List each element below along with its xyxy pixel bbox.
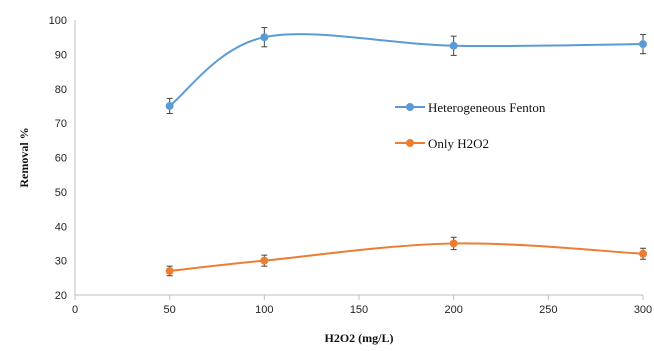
x-axis: 0 50 100 150 200 250 300 (72, 294, 652, 316)
y-tick-label: 70 (55, 118, 67, 130)
data-point-heterogeneous-fenton (449, 41, 458, 50)
legend: Heterogeneous Fenton Only H2O2 (395, 100, 546, 151)
y-axis-title: Removal % (17, 127, 31, 187)
y-tick-label: 30 (55, 256, 67, 268)
data-point-only-h2o2 (165, 266, 174, 275)
series-line-heterogeneous-fenton (169, 33, 644, 107)
legend-marker-heterogeneous-fenton (406, 103, 414, 111)
series-layer (165, 27, 647, 277)
x-tick-label: 250 (539, 304, 557, 316)
y-tick-label: 50 (55, 187, 67, 199)
data-point-only-h2o2 (639, 249, 647, 258)
legend-marker-only-h2o2 (406, 139, 414, 147)
legend-label-only-h2o2: Only H2O2 (428, 136, 489, 151)
data-point-heterogeneous-fenton (260, 33, 269, 42)
x-tick-label: 150 (350, 304, 368, 316)
x-tick-label: 200 (444, 304, 462, 316)
x-tick-label: 100 (255, 304, 273, 316)
y-tick-label: 20 (55, 290, 67, 302)
y-tick-label: 80 (55, 84, 67, 96)
data-point-only-h2o2 (449, 239, 458, 248)
y-tick-label: 60 (55, 153, 67, 165)
x-tick-label: 300 (634, 304, 652, 316)
y-tick-label: 100 (49, 15, 67, 27)
x-tick-label: 50 (164, 304, 176, 316)
y-tick-label: 40 (55, 221, 67, 233)
x-axis-title: H2O2 (mg/L) (325, 331, 394, 345)
data-point-heterogeneous-fenton (165, 101, 174, 110)
y-tick-label: 90 (55, 49, 67, 61)
legend-label-heterogeneous-fenton: Heterogeneous Fenton (428, 100, 546, 115)
y-axis: 20 30 40 50 60 70 80 90 100 (49, 15, 76, 302)
series-line-only-h2o2 (169, 242, 644, 272)
data-point-only-h2o2 (260, 256, 269, 265)
x-tick-label: 0 (72, 304, 78, 316)
data-point-heterogeneous-fenton (639, 40, 647, 49)
